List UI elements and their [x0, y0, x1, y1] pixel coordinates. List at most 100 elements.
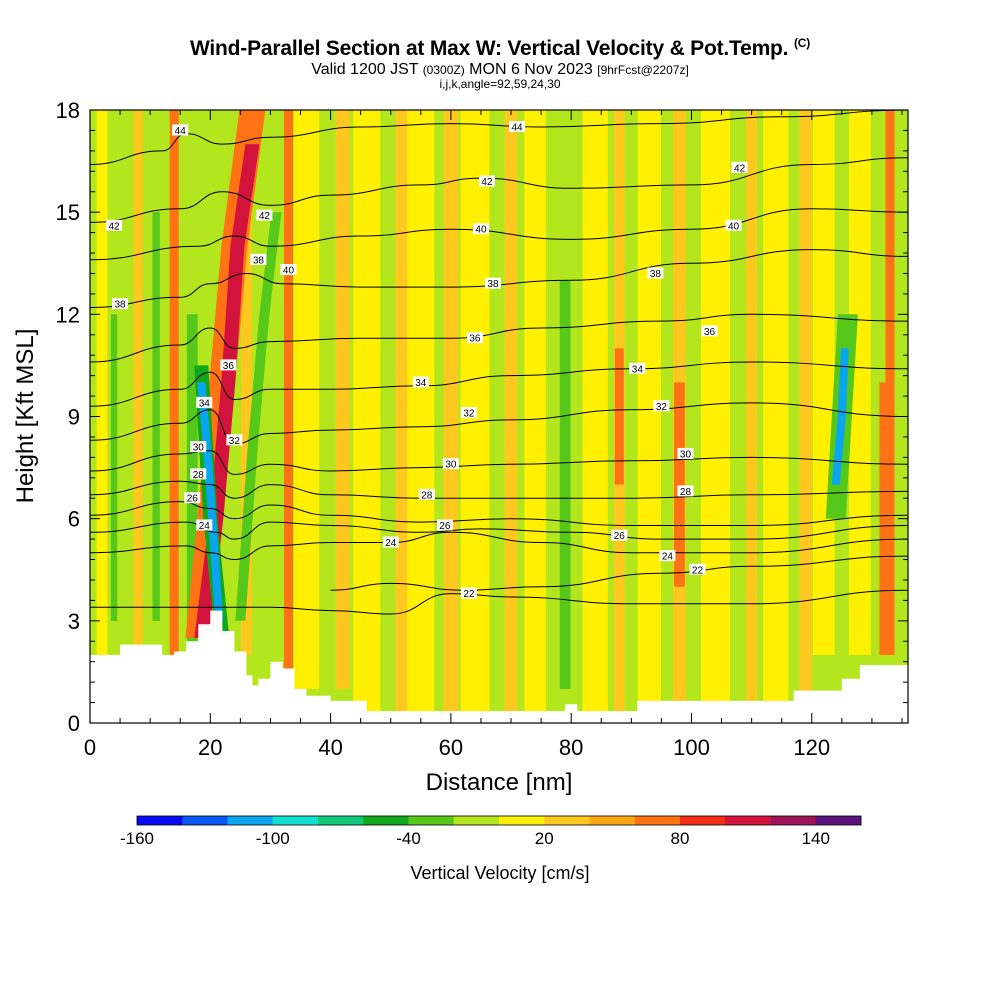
contour-label: 28 — [421, 490, 433, 501]
colorbar-frame — [136, 815, 862, 826]
colorbar-tick-label: 20 — [535, 829, 554, 848]
contour-label: 32 — [463, 409, 475, 420]
contour-label: 36 — [704, 327, 716, 338]
colorbar-segment — [137, 816, 183, 825]
x-tick-label: 100 — [673, 735, 710, 760]
contour-label-bg — [190, 441, 207, 453]
forecast-tag: [9hrFcst@2207z] — [597, 63, 689, 77]
velocity-bands — [96, 110, 895, 723]
velocity-band — [831, 348, 849, 485]
colorbar-tick-label: -160 — [120, 829, 154, 848]
theta-contour — [90, 402, 908, 445]
contour-label-bg — [701, 325, 718, 337]
contour-label-bg — [484, 277, 501, 289]
velocity-band — [395, 110, 410, 723]
contour-label: 26 — [187, 494, 199, 505]
contour-label-bg — [460, 587, 477, 599]
velocity-band — [763, 110, 789, 723]
colorbar-tick-label: -100 — [256, 829, 290, 848]
x-axis-label: Distance [nm] — [426, 769, 573, 796]
contour-label: 38 — [650, 269, 662, 280]
velocity-band — [353, 110, 381, 723]
contour-label-bg — [466, 332, 483, 344]
chart-title: Wind-Parallel Section at Max W: Vertical… — [189, 36, 811, 60]
valid-date: MON 6 Nov 2023 — [469, 61, 593, 78]
contour-label-bg — [509, 121, 526, 133]
velocity-band — [335, 110, 350, 689]
colorbar-segment — [272, 816, 319, 825]
x-tick-label: 120 — [793, 735, 830, 760]
colorbar-segment — [227, 816, 274, 825]
contour-label: 26 — [614, 531, 626, 542]
contour-label-bg — [112, 298, 129, 310]
velocity-band — [849, 110, 871, 655]
contour-label: 40 — [728, 221, 740, 232]
velocity-band — [293, 110, 320, 689]
contour-label-bg — [172, 124, 189, 136]
contour-label-bg — [412, 376, 429, 388]
contour-label: 38 — [487, 279, 499, 290]
contour-label-bg — [611, 529, 628, 541]
contour-label-bg — [220, 359, 237, 371]
theta-contour — [90, 361, 908, 407]
contour-label-bg — [226, 434, 243, 446]
velocity-band — [407, 110, 435, 723]
velocity-band — [133, 110, 143, 655]
colorbar-segment — [544, 816, 590, 825]
theta-contour — [90, 480, 908, 499]
contour-label-bg — [196, 396, 213, 408]
velocity-band — [186, 314, 198, 655]
velocity-band — [504, 110, 518, 723]
colorbar-segment — [770, 816, 817, 825]
contour-label-bg — [725, 219, 742, 231]
contour-label-bg — [689, 563, 706, 575]
contour-label-bg — [647, 267, 664, 279]
velocity-band — [701, 110, 730, 723]
velocity-band — [152, 212, 160, 621]
y-tick-label: 15 — [56, 200, 80, 225]
velocity-band — [637, 110, 662, 723]
colorbar-tick-label: 140 — [802, 829, 830, 848]
contour-label-bg — [659, 550, 676, 562]
contour-label-bg — [442, 458, 459, 470]
velocity-band — [746, 110, 758, 723]
contour-label: 30 — [680, 449, 692, 460]
colorbar-segment — [499, 816, 545, 825]
terrain — [90, 610, 908, 723]
colorbar-segment — [634, 816, 681, 825]
contour-label: 22 — [692, 565, 704, 576]
theta-contour — [90, 208, 908, 261]
contour-label-bg — [629, 362, 646, 374]
theta-contour — [90, 249, 908, 308]
velocity-band — [885, 110, 895, 655]
velocity-band — [235, 212, 282, 621]
contour-label: 40 — [283, 266, 295, 277]
copyright-mark: (C) — [793, 36, 811, 50]
contour-label-bg — [190, 468, 207, 480]
contour-label: 36 — [469, 334, 481, 345]
y-tick-label: 12 — [56, 302, 80, 327]
contour-label: 42 — [734, 163, 746, 174]
contour-label: 42 — [259, 211, 271, 222]
contour-label: 44 — [175, 126, 187, 137]
contour-label-bg — [418, 488, 435, 500]
contour-label: 28 — [680, 487, 692, 498]
x-axis: 0 20 40 60 80 100 120 — [84, 110, 903, 760]
contour-label: 28 — [193, 470, 205, 481]
valid-utc: (0300Z) — [422, 63, 465, 77]
x-tick-label: 80 — [559, 735, 583, 760]
velocity-band — [283, 110, 293, 689]
contour-label-bg — [472, 223, 489, 235]
theta-contour — [90, 501, 908, 527]
velocity-band — [582, 110, 608, 723]
contour-label: 30 — [193, 443, 205, 454]
colorbar-segment — [589, 816, 636, 825]
contour-label-bg — [106, 219, 123, 231]
contour-label: 34 — [199, 398, 211, 409]
x-tick-label: 40 — [318, 735, 342, 760]
contour-label-bg — [250, 253, 267, 265]
contour-label-bg — [382, 536, 399, 548]
plot-area: 44 44 42 42 42 42 40 40 40 38 38 38 38 36 36 36 34 34 34 32… — [90, 110, 908, 723]
velocity-band — [96, 110, 108, 723]
